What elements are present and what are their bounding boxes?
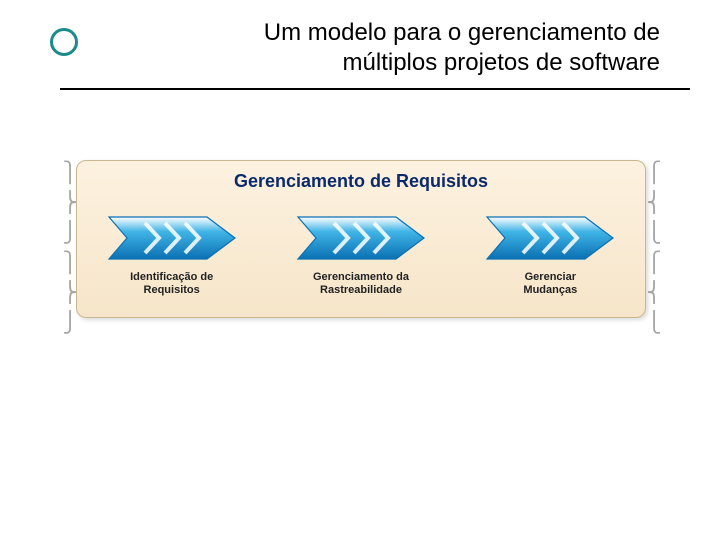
page-title: Um modelo para o gerenciamento de múltip…	[120, 18, 660, 78]
block-mudancas: Gerenciar Mudanças	[470, 211, 630, 296]
title-underline	[60, 88, 690, 90]
diagram-title: Gerenciamento de Requisitos	[77, 171, 645, 192]
arrow-icon	[296, 211, 426, 265]
block-rastreabilidade: Gerenciamento da Rastreabilidade	[281, 211, 441, 296]
title-line-2: múltiplos projetos de software	[343, 49, 660, 76]
block-label: Identificação de Requisitos	[92, 271, 252, 296]
diagram-blocks: Identificação de Requisitos Gerenciament…	[77, 211, 645, 296]
arrow-icon	[485, 211, 615, 265]
arrow-icon	[107, 211, 237, 265]
requirements-diagram: Gerenciamento de Requisitos Identificaçã…	[76, 160, 646, 318]
title-line-1: Um modelo para o gerenciamento de	[264, 19, 660, 46]
right-brace-decor: ⎧⎨⎩⎧⎨⎩	[648, 160, 662, 318]
left-brace-decor: ⎫⎬⎭⎫⎬⎭	[62, 160, 76, 318]
block-label: Gerenciar Mudanças	[470, 271, 630, 296]
block-label: Gerenciamento da Rastreabilidade	[281, 271, 441, 296]
block-identificacao: Identificação de Requisitos	[92, 211, 252, 296]
bullet-ring-icon	[50, 28, 78, 56]
